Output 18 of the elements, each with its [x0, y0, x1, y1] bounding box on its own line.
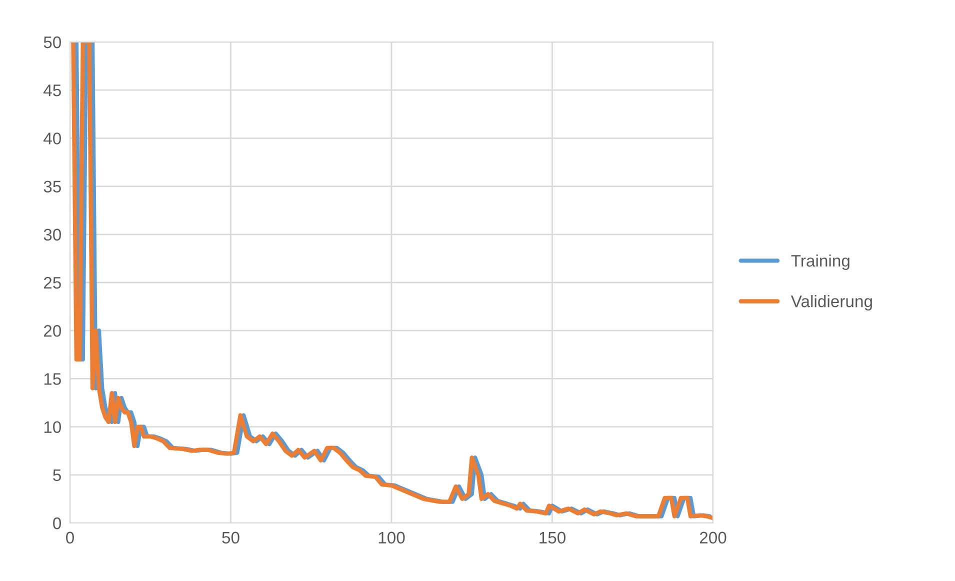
x-tick-label: 0	[66, 532, 74, 544]
y-tick-label: 10	[44, 421, 62, 434]
legend-label: Validierung	[790, 295, 872, 311]
y-tick-label: 20	[44, 325, 62, 337]
y-tick-label: 30	[44, 228, 62, 241]
x-tick-label: 50	[222, 532, 240, 544]
y-tick-label: 15	[44, 373, 61, 385]
y-tick-label: 45	[44, 84, 61, 96]
y-tick-label: 5	[53, 469, 61, 482]
x-tick-label: 150	[540, 532, 566, 544]
y-tick-label: 35	[44, 180, 61, 193]
x-tick-label: 100	[378, 532, 405, 544]
y-tick-label: 50	[44, 36, 62, 48]
y-tick-label: 25	[44, 276, 61, 289]
y-tick-label: 0	[53, 517, 62, 530]
legend-label: Training	[791, 254, 850, 270]
x-tick-label: 200	[700, 532, 726, 544]
y-tick-label: 40	[44, 132, 62, 144]
